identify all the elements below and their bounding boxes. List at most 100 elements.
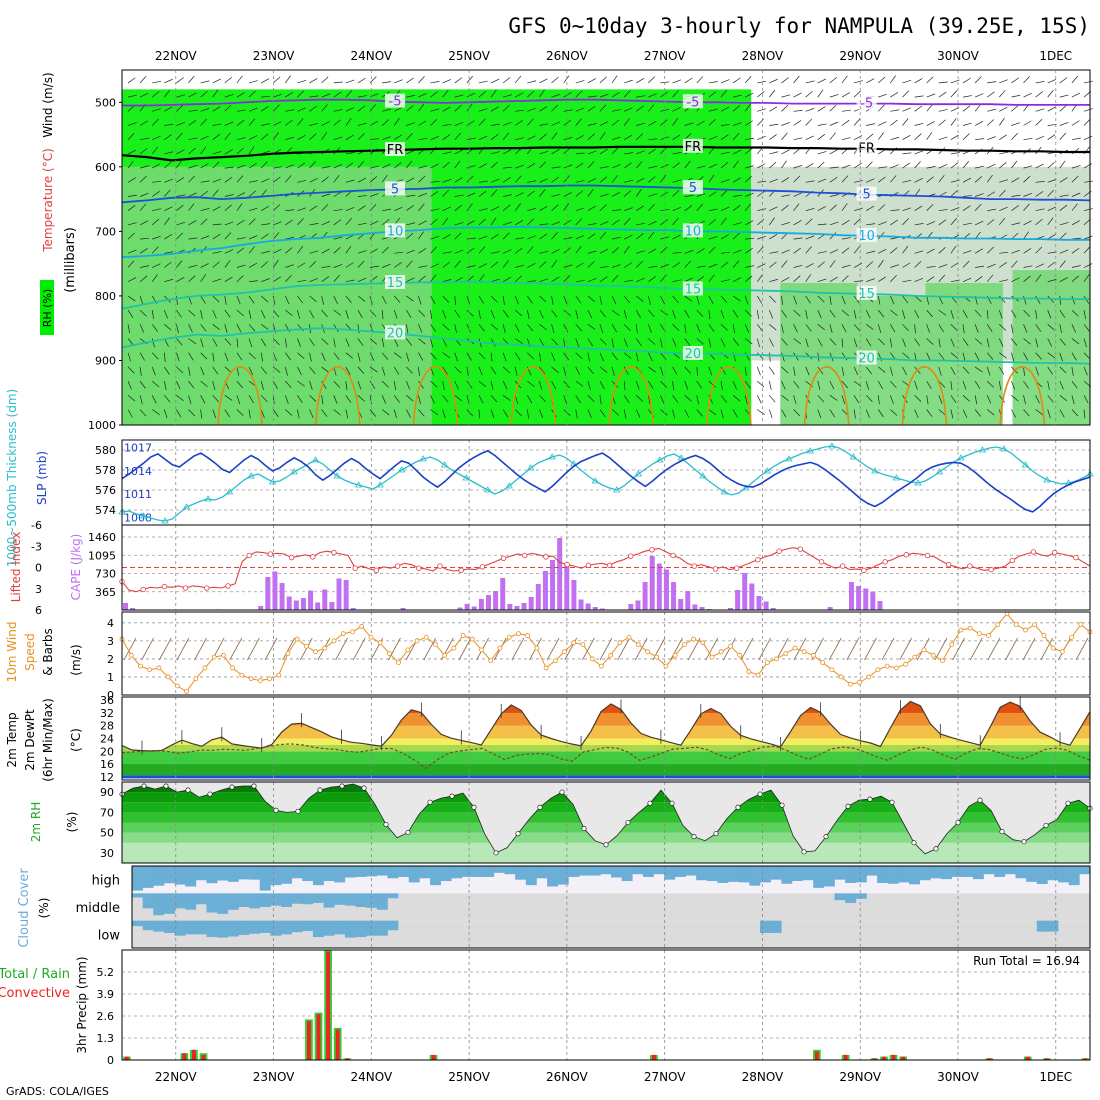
wind-barb xyxy=(733,194,743,197)
wind-barb xyxy=(926,93,936,98)
wind-barb xyxy=(890,366,893,376)
wind-barb xyxy=(805,108,815,112)
wind-barb xyxy=(490,189,498,197)
wind-barb xyxy=(1035,395,1040,404)
wind-barb xyxy=(297,90,305,98)
wind-barb xyxy=(1047,234,1056,240)
wind-barb xyxy=(284,338,287,348)
wind-barb xyxy=(587,261,595,268)
wind-barb xyxy=(793,237,803,240)
wind-barb xyxy=(297,395,303,404)
lifted-index-marker xyxy=(945,561,952,568)
wind-barb xyxy=(418,231,424,240)
wind-barb xyxy=(950,152,960,155)
wind-barb xyxy=(684,260,692,268)
wind-barb xyxy=(1023,265,1033,268)
wind-barb xyxy=(229,637,243,661)
rh-marker xyxy=(625,819,631,826)
wind-barb xyxy=(611,247,620,254)
wind-barb xyxy=(212,338,218,347)
wind-barb xyxy=(236,92,245,98)
wind-barb xyxy=(902,352,910,359)
wind-barb xyxy=(139,220,149,226)
cloud-bar xyxy=(334,893,346,905)
wind-barb xyxy=(551,260,558,268)
wind-speed-marker xyxy=(866,674,872,680)
wind-barb xyxy=(660,236,670,240)
wind-barb xyxy=(684,133,692,140)
wind-barb xyxy=(599,132,606,140)
wind-barb xyxy=(587,295,595,303)
thickness-tick-label: 578 xyxy=(95,464,116,477)
wind-barb xyxy=(297,310,301,319)
wind-barb xyxy=(357,250,367,254)
wind-barb xyxy=(877,324,882,334)
wind-barb xyxy=(164,395,171,403)
wind-barb xyxy=(551,309,558,318)
cape-bar xyxy=(770,608,776,610)
wind-barb xyxy=(986,338,990,348)
lifted-index-marker xyxy=(755,557,761,563)
cloud-bar xyxy=(174,866,186,885)
wind-barb xyxy=(490,309,495,319)
wind-barb xyxy=(696,120,705,126)
wind-barb xyxy=(176,194,186,197)
wind-barb xyxy=(212,78,221,84)
wind-barb xyxy=(393,117,400,126)
wind-barb xyxy=(672,381,675,391)
wind-barb xyxy=(273,248,282,254)
wind-barb xyxy=(478,218,486,226)
wind-barb xyxy=(575,409,578,419)
wind-speed-marker xyxy=(405,647,411,653)
wind-barb xyxy=(539,409,543,419)
cape-bar xyxy=(478,599,484,610)
wind-barb xyxy=(502,132,510,140)
wind-barb xyxy=(962,122,972,126)
wind-barb xyxy=(757,91,765,98)
wind-barb xyxy=(502,260,509,268)
wind-barb xyxy=(224,104,232,112)
wind-barb xyxy=(950,217,958,226)
wind-barb xyxy=(684,160,691,169)
rh-marker xyxy=(691,834,697,840)
wind-barb xyxy=(127,249,137,254)
lifted-index-marker xyxy=(140,586,146,593)
wind-barb xyxy=(599,221,609,226)
wind-barb xyxy=(623,262,632,268)
thickness-marker xyxy=(785,455,793,462)
wind-barb xyxy=(309,133,317,140)
wind-barb xyxy=(720,324,728,331)
thickness-marker xyxy=(548,453,556,460)
wind-barb xyxy=(999,395,1005,403)
wind-barb xyxy=(999,189,1006,197)
cloud-bar xyxy=(259,866,271,891)
wind-barb xyxy=(406,222,416,226)
lifted-index-marker xyxy=(267,551,274,557)
thickness-marker xyxy=(333,472,341,479)
wind-barb xyxy=(284,366,288,376)
wind-barb xyxy=(841,137,851,141)
wind-barb xyxy=(140,165,149,169)
wind-speed-marker xyxy=(571,640,577,646)
temperature-panel-frame xyxy=(121,696,1091,781)
wind-barb xyxy=(454,295,457,305)
wind-barb xyxy=(140,265,149,268)
wind-barb xyxy=(297,218,304,226)
date-label-top: 26NOV xyxy=(546,49,588,63)
wind-barb xyxy=(769,261,777,268)
cloud-bar xyxy=(664,866,676,880)
wind-speed-marker xyxy=(921,647,927,653)
wind-barb xyxy=(163,309,168,319)
isotherm-label: FR xyxy=(858,142,875,157)
cloud-bar xyxy=(515,866,527,880)
wind-barb xyxy=(986,380,994,388)
wind-barb xyxy=(587,366,594,375)
wind-barb xyxy=(720,189,728,197)
wind-speed-marker xyxy=(285,651,291,656)
wind-barb xyxy=(418,309,426,317)
wind-barb xyxy=(503,221,512,226)
wind-barb xyxy=(527,180,537,183)
wind-barb xyxy=(660,91,669,98)
wind-axis-label-3: & Barbs xyxy=(41,628,55,676)
cloud-bar xyxy=(940,866,952,880)
